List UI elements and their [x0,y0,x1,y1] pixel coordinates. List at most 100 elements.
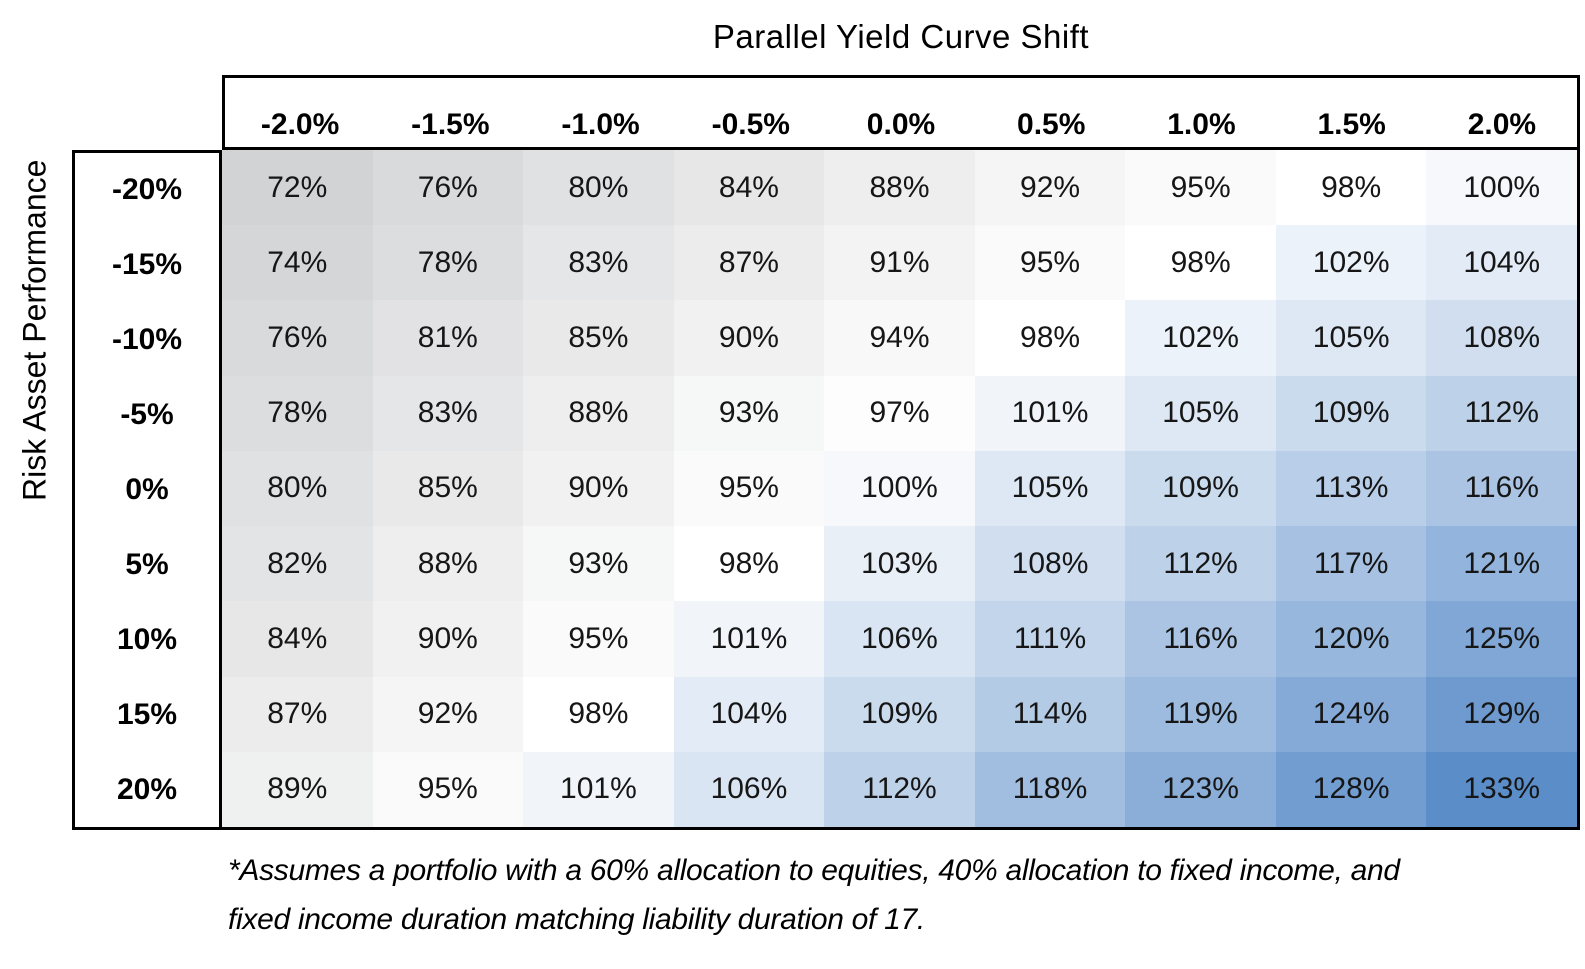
heatmap-cell: 120% [1275,601,1427,677]
heatmap-cell: 98% [523,676,674,752]
row-header: -20% [111,173,183,207]
heatmap-cell: 91% [824,225,975,301]
heatmap-cell: 93% [673,375,825,451]
heatmap-cell: 106% [673,751,825,827]
heatmap-cell: 95% [673,450,825,527]
heatmap-cell: 105% [1275,300,1427,376]
row-header: 0% [125,472,169,506]
chart-title: Parallel Yield Curve Shift [712,18,1090,55]
column-header-row: -2.0% -1.5% -1.0% -0.5% 0.0% 0.5% 1.0% 1.5% 2.0% [222,75,1580,150]
heatmap-cell: 98% [974,300,1126,376]
row-header: 15% [116,697,178,731]
column-header: -1.0% [561,108,640,141]
column-header: 0.5% [1017,108,1086,141]
heatmap-cell: 109% [824,676,975,752]
heatmap-cell: 97% [824,375,975,451]
heatmap-cell: 118% [974,751,1126,827]
heatmap-cell: 112% [1426,375,1577,451]
heatmap-cell: 108% [1426,300,1577,376]
column-header: -1.5% [411,108,490,141]
heatmap-cell: 109% [1275,375,1427,451]
heatmap-cell: 101% [673,601,825,677]
column-header: 0.0% [866,108,936,141]
heatmap-cell: 81% [372,300,524,376]
heatmap-cell: 84% [222,601,373,677]
heatmap-cell: 102% [1125,300,1276,376]
row-header: 5% [125,547,169,581]
footnote-line-1: *Assumes a portfolio with a 60% allocati… [228,854,1400,887]
footnote: *Assumes a portfolio with a 60% allocati… [228,846,1558,944]
heatmap-cell: 84% [673,150,825,226]
heatmap-cell: 88% [824,150,975,226]
footnote-line-2: fixed income duration matching liability… [228,903,925,937]
heatmap-cell: 105% [1125,375,1276,451]
heatmap-cell: 88% [372,526,524,602]
heatmap-cell: 90% [673,300,825,376]
heatmap-cell: 80% [222,450,373,527]
heatmap-cell: 128% [1275,751,1427,827]
heatmap-cell: 89% [222,751,373,827]
heatmap-cell: 98% [673,526,825,602]
heatmap-cell: 116% [1426,450,1577,527]
heatmap-cell: 104% [1426,225,1577,301]
heatmap-cell: 100% [1426,150,1577,226]
heatmap-cell: 112% [824,751,975,827]
heatmap-cell: 95% [1125,150,1276,226]
heatmap-grid: 72% 76% 80% 84% 88% 92% 95% 98% 100% 74% 78% 83% 87%… [222,150,1580,830]
heatmap-cell: 95% [974,225,1126,301]
heatmap-cell: 72% [222,150,373,226]
heatmap-cell: 93% [523,526,674,602]
heatmap-cell: 94% [824,300,975,376]
heatmap-cell: 104% [673,676,825,752]
heatmap-cell: 119% [1125,676,1276,752]
heatmap-cell: 80% [523,150,674,226]
heatmap-cell: 83% [372,375,524,451]
heatmap-cell: 101% [523,751,674,827]
heatmap-cell: 125% [1426,601,1577,677]
heatmap-cell: 114% [974,676,1126,752]
heatmap-cell: 102% [1275,225,1427,301]
column-header: 1.0% [1167,108,1236,141]
heatmap-cell: 124% [1275,676,1427,752]
row-header: -15% [111,248,183,282]
heatmap-cell: 109% [1125,450,1276,527]
heatmap-cell: 117% [1275,526,1427,602]
heatmap-cell: 88% [523,375,674,451]
heatmap-cell: 111% [974,601,1126,677]
y-axis-label: Risk Asset Performance [16,159,53,501]
row-header: -10% [111,323,183,357]
heatmap-cell: 98% [1275,150,1427,226]
heatmap-cell: 123% [1125,751,1276,827]
row-header: 10% [116,622,178,656]
heatmap-cell: 98% [1125,225,1276,301]
heatmap-cell: 116% [1125,601,1276,677]
heatmap-cell: 101% [974,375,1126,451]
heatmap-cell: 106% [824,601,975,677]
row-header: -5% [120,398,174,432]
heatmap-cell: 121% [1426,526,1577,602]
heatmap-cell: 92% [372,676,524,752]
column-header: -2.0% [260,108,340,141]
heatmap-cell: 112% [1125,526,1276,602]
heatmap-cell: 105% [974,450,1126,527]
heatmap-cell: 78% [222,375,373,451]
heatmap-cell: 133% [1426,751,1577,827]
heatmap-cell: 103% [824,526,975,602]
heatmap-cell: 129% [1426,676,1577,752]
heatmap-cell: 83% [523,225,674,301]
heatmap-cell: 95% [523,601,674,677]
heatmap-cell: 108% [974,526,1126,602]
heatmap-cell: 85% [372,450,524,527]
heatmap-cell: 76% [372,150,524,226]
row-header-column: -20% -15% -10% -5% 0% 5% 10% 15% 20% [72,150,222,830]
heatmap-cell: 82% [222,526,373,602]
column-header: 1.5% [1317,108,1386,141]
heatmap-cell: 95% [372,751,524,827]
heatmap-cell: 74% [222,225,373,301]
heatmap-cell: 87% [673,225,825,301]
heatmap-cell: 85% [523,300,674,376]
heatmap-cell: 90% [523,450,674,527]
heatmap-cell: 76% [222,300,373,376]
heatmap-cell: 113% [1275,450,1427,527]
